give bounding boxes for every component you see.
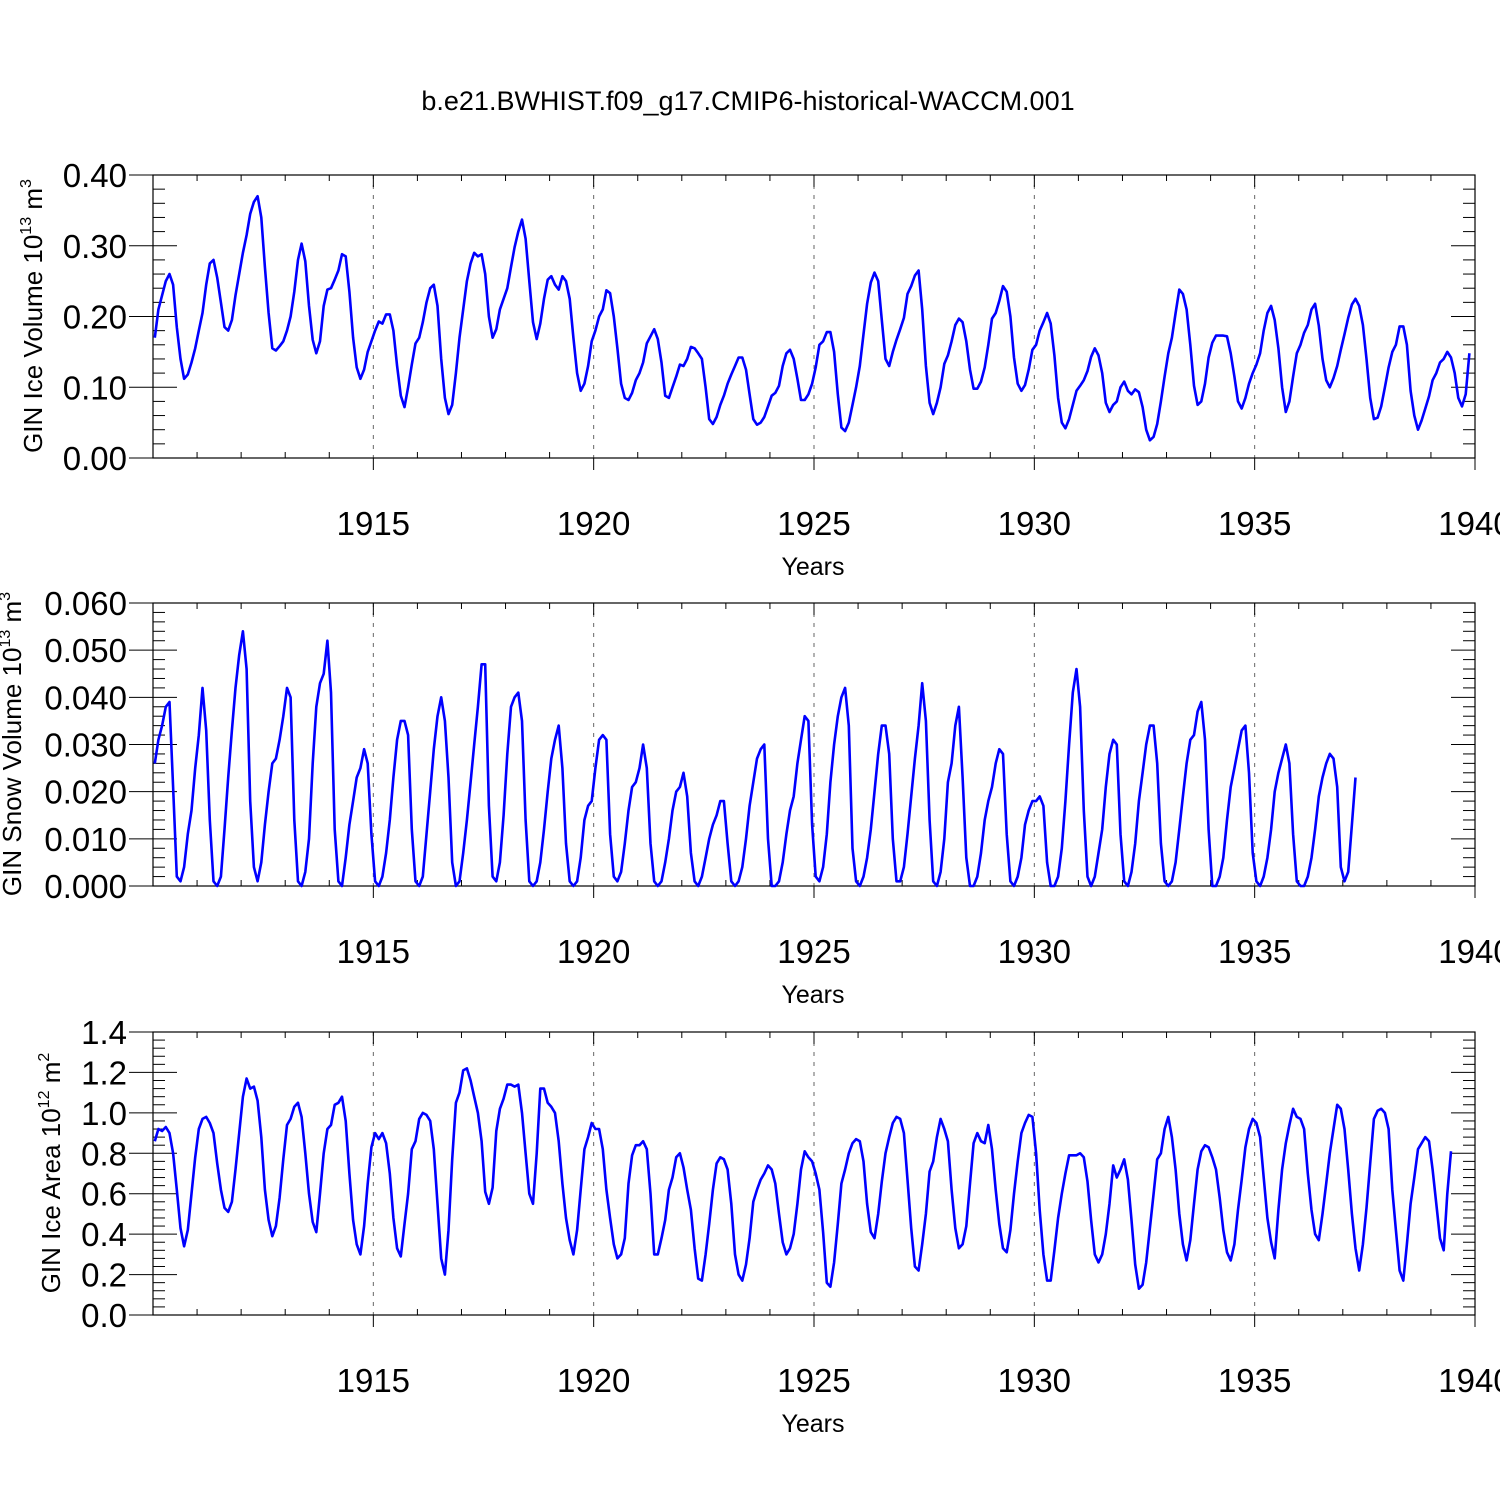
x-tick-label: 1930 (998, 505, 1071, 542)
plot-frame (152, 174, 1476, 459)
x-tick-label: 1925 (777, 505, 850, 542)
series-line (153, 1067, 1453, 1290)
y-tick-label: 0.020 (44, 774, 127, 811)
y-tick-label: 0.8 (81, 1135, 127, 1172)
x-tick-label: 1920 (557, 933, 630, 970)
x-tick-label: 1915 (337, 933, 410, 970)
y-tick-label: 0.30 (63, 228, 127, 265)
svg-text:GIN Snow Volume 1013 m3: GIN Snow Volume 1013 m3 (0, 592, 27, 896)
ice-area-panel: GIN Ice Area 1012 m2 Years 1915 1920 1925 1… (36, 1014, 1500, 1438)
chart-title: b.e21.BWHIST.f09_g17.CMIP6-historical-WA… (421, 86, 1074, 116)
ylabel-unit-exponent: 3 (0, 592, 14, 601)
ice-volume-x-axis-label: Years (781, 553, 844, 581)
x-tick-label: 1915 (337, 505, 410, 542)
y-tick-label: 0.6 (81, 1176, 127, 1213)
x-tick-label: 1935 (1218, 933, 1291, 970)
plot-frame (152, 1031, 1476, 1316)
y-tick-label: 1.0 (81, 1095, 127, 1132)
y-tick-label: 0.10 (63, 369, 127, 406)
ice-volume-y-axis-label: GIN Ice Volume 1013 m3 (18, 179, 48, 453)
x-tick-label: 1920 (557, 1362, 630, 1399)
y-tick-label: 0.050 (44, 632, 127, 669)
y-tick-label: 1.4 (81, 1014, 127, 1051)
ice-volume-panel: GIN Ice Volume 1013 m3 Years 1915 1920 192… (18, 157, 1500, 581)
snow-volume-y-axis-label: GIN Snow Volume 1013 m3 (0, 592, 27, 896)
x-tick-label: 1920 (557, 505, 630, 542)
y-tick-label: 0.040 (44, 679, 127, 716)
ylabel-exponent: 13 (18, 217, 35, 235)
y-tick-label: 0.2 (81, 1257, 127, 1294)
y-tick-label: 0.000 (44, 868, 127, 905)
ylabel-exponent: 12 (36, 1090, 53, 1108)
y-tick-label: 0.20 (63, 299, 127, 336)
ice-area-x-axis-label: Years (781, 1410, 844, 1438)
ice-area-y-axis-label: GIN Ice Area 1012 m2 (36, 1053, 66, 1294)
svg-text:GIN Ice Volume 1013 m3: GIN Ice Volume 1013 m3 (18, 179, 48, 453)
series-line (153, 194, 1471, 442)
ylabel-unit-exponent: 3 (18, 179, 35, 188)
ylabel-unit-exponent: 2 (36, 1053, 53, 1062)
y-tick-label: 0.0 (81, 1297, 127, 1334)
ylabel-exponent: 13 (0, 630, 14, 648)
plot-frame (152, 602, 1476, 887)
series-line (153, 629, 1357, 888)
snow-volume-panel: GIN Snow Volume 1013 m3 Years 1915 1920 19… (0, 585, 1500, 1009)
x-tick-label: 1930 (998, 933, 1071, 970)
y-tick-label: 0.00 (63, 440, 127, 477)
y-tick-label: 0.030 (44, 727, 127, 764)
ylabel-main: GIN Ice Volume 10 (18, 235, 48, 453)
x-tick-label: 1935 (1218, 505, 1291, 542)
x-tick-label: 1935 (1218, 1362, 1291, 1399)
y-tick-label: 0.010 (44, 821, 127, 858)
ylabel-main: GIN Snow Volume 10 (0, 648, 27, 897)
ylabel-unit: m (18, 188, 48, 210)
ylabel-unit: m (0, 601, 27, 623)
y-tick-label: 0.40 (63, 157, 127, 194)
svg-text:GIN Ice Area 1012 m2: GIN Ice Area 1012 m2 (36, 1053, 66, 1294)
y-tick-label: 0.4 (81, 1216, 127, 1253)
x-tick-label: 1925 (777, 1362, 850, 1399)
x-tick-label: 1930 (998, 1362, 1071, 1399)
ylabel-main: GIN Ice Area 10 (36, 1108, 66, 1293)
y-tick-label: 1.2 (81, 1054, 127, 1091)
x-tick-label: 1915 (337, 1362, 410, 1399)
x-tick-label: 1925 (777, 933, 850, 970)
y-tick-label: 0.060 (44, 585, 127, 622)
ylabel-unit: m (36, 1062, 66, 1084)
snow-volume-x-axis-label: Years (781, 981, 844, 1009)
